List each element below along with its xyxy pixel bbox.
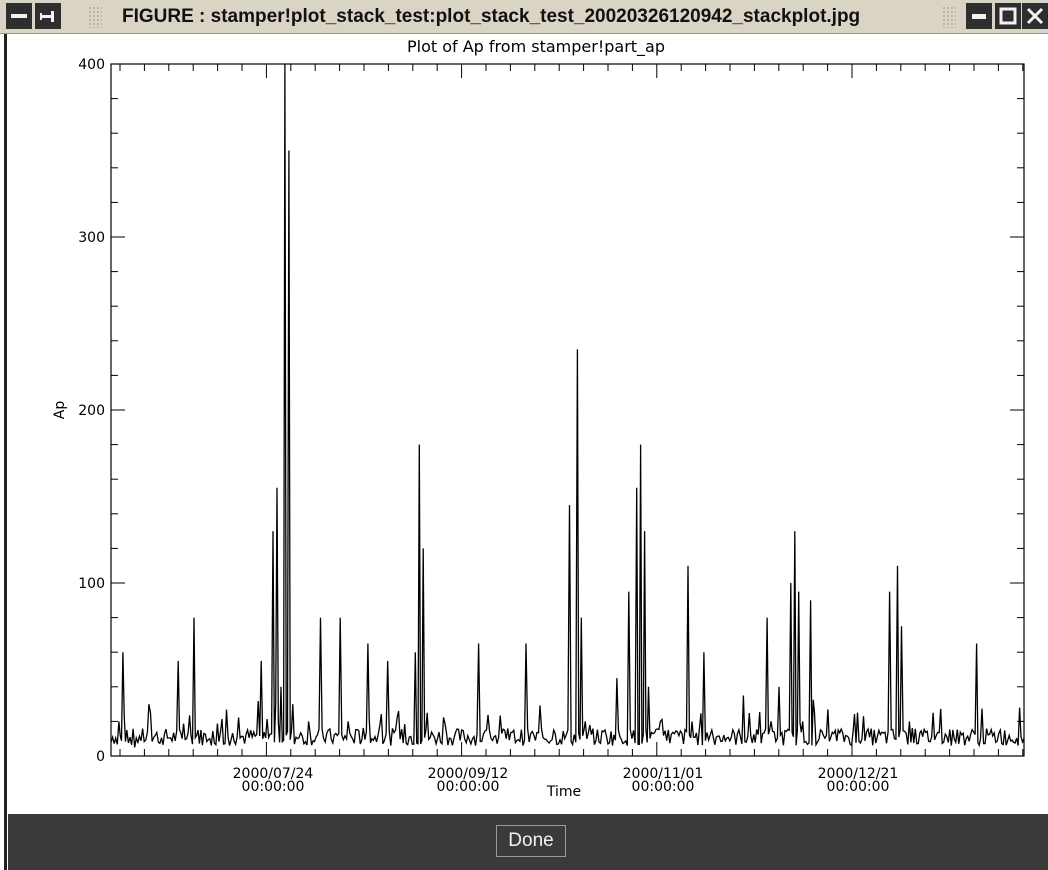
y-tick-label: 100 bbox=[78, 576, 105, 592]
x-tick-label-time: 00:00:00 bbox=[242, 779, 305, 795]
x-axis-ticks: 2000/07/2400:00:002000/09/1200:00:002000… bbox=[119, 64, 1024, 795]
ap-series-line bbox=[110, 63, 1025, 748]
window-menu-icon[interactable] bbox=[6, 3, 32, 29]
x-tick-label-date: 2000/09/12 bbox=[428, 766, 509, 782]
chart-axes bbox=[110, 63, 1025, 757]
maximize-icon[interactable] bbox=[995, 3, 1021, 29]
y-tick-label: 200 bbox=[78, 403, 105, 419]
plot-area: Plot of Ap from stamper!part_ap 0 100 200 3… bbox=[8, 34, 1048, 814]
x-axis-label: Time bbox=[546, 784, 581, 800]
y-tick-label: 400 bbox=[78, 57, 105, 73]
title-bar[interactable]: FIGURE : stamper!plot_stack_test:plot_st… bbox=[0, 0, 1048, 34]
x-tick-label-date: 2000/12/21 bbox=[818, 766, 899, 782]
plot-frame bbox=[110, 63, 1025, 757]
chart-title: Plot of Ap from stamper!part_ap bbox=[407, 37, 665, 57]
done-button[interactable]: Done bbox=[496, 825, 566, 857]
y-axis-ticks: 0 100 200 300 400 bbox=[78, 57, 1024, 765]
x-tick-label-time: 00:00:00 bbox=[632, 779, 695, 795]
y-axis-label: Ap bbox=[52, 401, 68, 420]
minimize-icon[interactable] bbox=[966, 3, 992, 29]
close-icon[interactable] bbox=[1022, 3, 1048, 29]
button-bar: Done bbox=[8, 814, 1048, 870]
x-tick-label-date: 2000/11/01 bbox=[623, 766, 704, 782]
window-title: FIGURE : stamper!plot_stack_test:plot_st… bbox=[122, 6, 861, 27]
y-tick-label: 300 bbox=[78, 230, 105, 246]
x-tick-label-time: 00:00:00 bbox=[437, 779, 500, 795]
drag-grip-right[interactable] bbox=[942, 6, 956, 28]
drag-grip-left[interactable] bbox=[88, 6, 102, 28]
pin-icon[interactable] bbox=[35, 3, 61, 29]
x-tick-label-time: 00:00:00 bbox=[827, 779, 890, 795]
ap-line-chart: Plot of Ap from stamper!part_ap 0 100 200 3… bbox=[52, 37, 1025, 800]
y-tick-label: 0 bbox=[96, 749, 105, 765]
window-left-border bbox=[0, 34, 7, 870]
x-tick-label-date: 2000/07/24 bbox=[233, 766, 314, 782]
